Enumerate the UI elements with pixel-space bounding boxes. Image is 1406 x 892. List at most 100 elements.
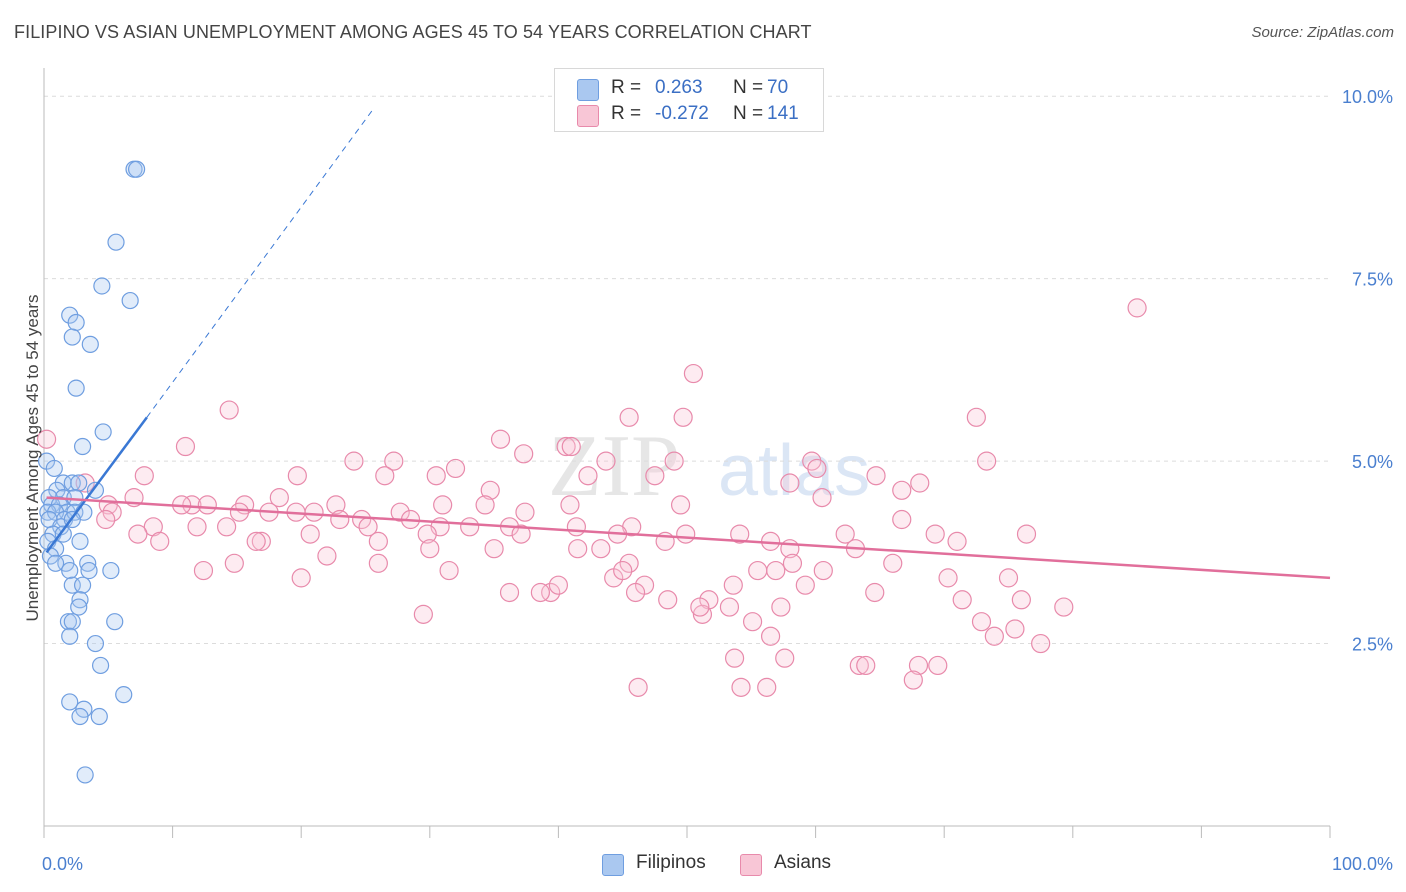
asians-point xyxy=(910,473,930,493)
legend-r-label: R = xyxy=(611,77,642,98)
asians-point xyxy=(812,488,832,508)
x-tick-label: 0.0% xyxy=(42,854,83,874)
asians-point xyxy=(966,407,986,427)
asians-point xyxy=(224,553,244,573)
legend-n-label: N = xyxy=(733,103,764,124)
legend-n-value-filipinos: 70 xyxy=(767,77,789,98)
asians-point xyxy=(813,560,833,581)
asians-point xyxy=(150,531,170,551)
asians-point xyxy=(561,436,581,457)
asians-point xyxy=(1031,633,1051,654)
asians-point xyxy=(892,509,912,530)
filipinos-point xyxy=(127,160,146,178)
asians-point xyxy=(560,495,580,515)
asians-point xyxy=(673,407,693,427)
asians-point xyxy=(1005,619,1025,639)
asians-point xyxy=(748,560,768,581)
filipinos-point xyxy=(61,627,79,645)
legend-swatch-filipinos xyxy=(602,854,624,876)
asians-point xyxy=(628,677,648,697)
asians-point xyxy=(856,655,876,676)
filipinos-points xyxy=(37,160,146,784)
asians-point xyxy=(102,502,122,522)
filipinos-point xyxy=(115,686,133,704)
asians-point xyxy=(865,582,885,603)
asians-point xyxy=(484,539,504,559)
filipinos-point xyxy=(80,561,98,580)
legend-r-value-asians: -0.272 xyxy=(655,103,709,124)
asians-point xyxy=(541,582,561,603)
asians-point xyxy=(807,458,827,479)
filipinos-point xyxy=(67,313,85,332)
asians-point xyxy=(866,466,886,486)
watermark: ZIP atlas xyxy=(548,418,870,515)
legend-label-filipinos: Filipinos xyxy=(636,852,706,873)
asians-point xyxy=(219,400,239,420)
filipinos-point xyxy=(45,459,63,478)
filipinos-point xyxy=(54,525,72,543)
asians-point xyxy=(724,648,745,668)
asians-point xyxy=(433,495,453,515)
asians-point xyxy=(664,451,684,471)
asians-point xyxy=(291,568,311,588)
asians-point xyxy=(1016,524,1037,544)
asians-point xyxy=(193,560,214,581)
filipinos-point xyxy=(91,656,110,675)
legend-r-label: R = xyxy=(611,103,642,124)
asians-point xyxy=(731,677,751,697)
legend-label-asians: Asians xyxy=(774,852,832,873)
asians-point xyxy=(187,517,207,537)
asians-point xyxy=(368,531,388,551)
chart-title: FILIPINO VS ASIAN UNEMPLOYMENT AMONG AGE… xyxy=(14,22,812,42)
filipinos-point xyxy=(73,576,92,594)
filipinos-point xyxy=(61,693,79,711)
asians-point xyxy=(925,524,945,544)
asians-point xyxy=(723,575,743,595)
filipinos-point xyxy=(71,532,89,550)
asians-point xyxy=(515,502,535,522)
asians-point xyxy=(287,466,307,486)
asians-point xyxy=(625,582,646,603)
asians-point xyxy=(903,670,923,690)
asians-point xyxy=(514,444,534,464)
asians-point xyxy=(417,524,437,544)
asians-point xyxy=(883,553,903,573)
filipinos-point xyxy=(81,335,99,353)
asians-point xyxy=(460,517,480,537)
axes xyxy=(43,68,1331,838)
asians-point xyxy=(1127,298,1147,318)
filipinos-point xyxy=(86,481,105,499)
filipinos-point xyxy=(63,613,81,631)
asians-point xyxy=(352,509,372,530)
asians-point xyxy=(439,560,459,581)
filipinos-point xyxy=(59,613,78,631)
asians-point xyxy=(530,582,550,603)
asians-point xyxy=(568,539,588,559)
asians-point xyxy=(1054,597,1074,617)
stats-legend: R = 0.263 N = 70 R = -0.272 N = 141 xyxy=(554,68,824,132)
asians-point xyxy=(566,517,587,537)
asians-point xyxy=(511,524,531,544)
filipinos-point xyxy=(73,437,92,456)
asians-point xyxy=(1011,590,1031,610)
asians-point xyxy=(251,531,271,551)
asians-point xyxy=(300,524,320,544)
legend-n-label: N = xyxy=(733,77,764,98)
asians-point xyxy=(96,509,116,530)
asians-point xyxy=(998,568,1019,588)
asians-point xyxy=(134,466,154,486)
asians-point xyxy=(246,531,266,551)
asians-point xyxy=(326,495,346,515)
asians-point xyxy=(490,429,511,449)
asians-point xyxy=(719,597,740,617)
filipinos-point xyxy=(106,613,124,631)
asians-point xyxy=(384,451,404,471)
asians-point xyxy=(908,655,929,676)
filipinos-point xyxy=(70,598,88,616)
asians-point xyxy=(269,488,289,508)
watermark-atlas: atlas xyxy=(718,431,870,511)
asians-point xyxy=(760,626,781,646)
asians-point xyxy=(952,590,972,610)
filipinos-point xyxy=(102,561,120,580)
